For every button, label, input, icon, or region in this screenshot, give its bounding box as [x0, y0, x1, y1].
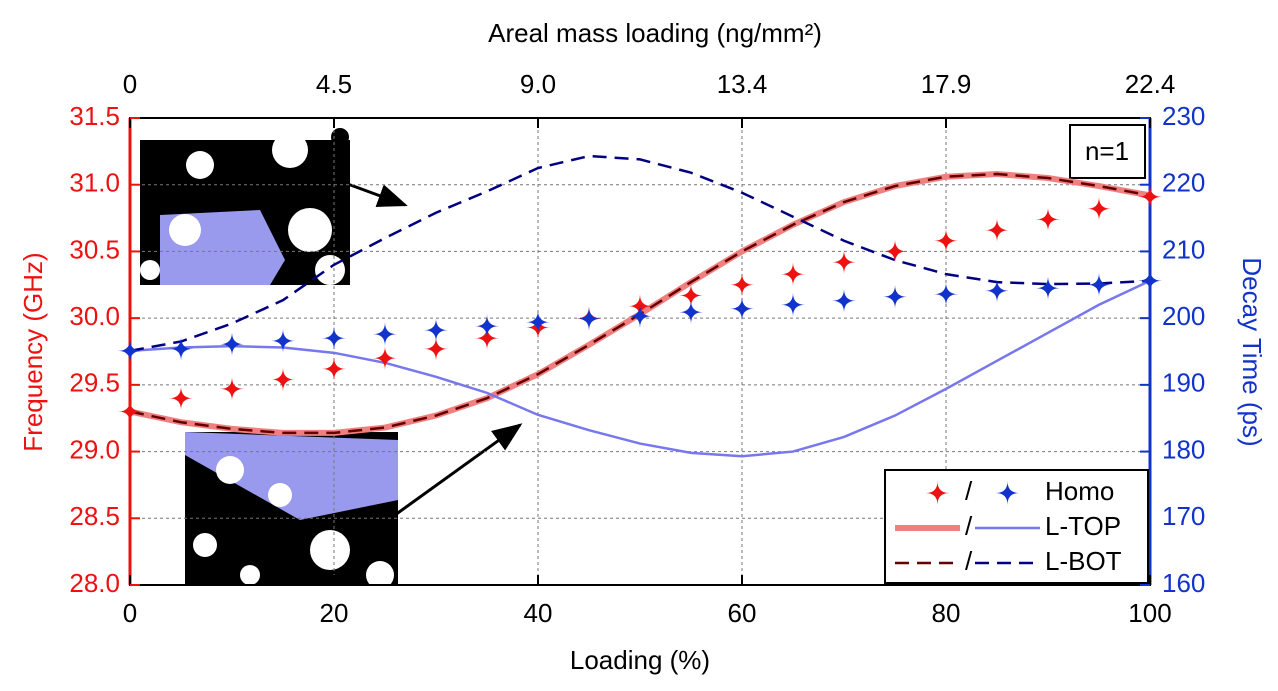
marker	[169, 336, 193, 361]
marker	[985, 218, 1009, 243]
annotation: n=1	[1085, 136, 1129, 166]
y-tick-label: 30.5	[69, 234, 120, 264]
arrow	[344, 181, 408, 207]
marker	[322, 326, 346, 351]
arrow	[394, 423, 523, 517]
marker	[1087, 196, 1111, 221]
y2-tick-label: 220	[1162, 168, 1205, 198]
series-line	[129, 279, 1151, 458]
marker	[781, 292, 805, 317]
marker	[577, 306, 601, 331]
marker	[832, 288, 856, 313]
marker	[985, 278, 1009, 303]
x-tick-label: 20	[320, 598, 349, 628]
marker	[169, 386, 193, 411]
legend-label: Homo	[1045, 476, 1114, 506]
marker	[322, 356, 346, 381]
x-axis-title: Loading (%)	[570, 645, 710, 675]
y2-tick-label: 160	[1162, 568, 1205, 598]
annotation-box	[1069, 124, 1146, 179]
y-tick-label: 30.0	[69, 301, 120, 331]
marker	[475, 314, 499, 339]
y2-tick-label: 230	[1162, 101, 1205, 131]
marker	[883, 284, 907, 309]
marker	[628, 304, 652, 329]
marker	[934, 282, 958, 307]
marker	[934, 228, 958, 253]
y2-tick-label: 180	[1162, 434, 1205, 464]
marker	[526, 310, 550, 335]
legend-label: /	[965, 546, 973, 576]
legend-label: L-BOT	[1045, 546, 1122, 576]
y2-tick-label: 200	[1162, 301, 1205, 331]
marker	[1036, 207, 1060, 232]
inset-top	[140, 128, 350, 285]
x-tick-label: 80	[932, 598, 961, 628]
marker	[271, 367, 295, 392]
y-tick-label: 28.5	[69, 501, 120, 531]
y2-tick-label: 190	[1162, 368, 1205, 398]
marker	[1087, 272, 1111, 297]
y-tick-label: 31.5	[69, 101, 120, 131]
marker	[679, 283, 703, 308]
top-tick-label: 13.4	[717, 69, 768, 99]
marker	[1036, 276, 1060, 301]
top-tick-label: 17.9	[921, 69, 972, 99]
marker	[883, 239, 907, 264]
y-tick-label: 28.0	[69, 568, 120, 598]
marker	[271, 328, 295, 353]
y2-tick-label: 210	[1162, 234, 1205, 264]
marker	[679, 300, 703, 325]
x-tick-label: 40	[524, 598, 553, 628]
marker	[424, 336, 448, 361]
marker	[118, 399, 142, 424]
top-tick-label: 9.0	[520, 69, 556, 99]
marker	[781, 262, 805, 287]
marker	[1138, 268, 1162, 293]
legend-label: L-TOP	[1045, 511, 1121, 541]
marker	[832, 250, 856, 275]
marker	[730, 296, 754, 321]
y2-tick-label: 170	[1162, 501, 1205, 531]
series-line	[129, 154, 1151, 353]
inset-bottom	[185, 432, 398, 589]
marker	[730, 272, 754, 297]
legend-label: /	[965, 476, 973, 506]
x-tick-label: 0	[123, 598, 137, 628]
marker	[373, 346, 397, 371]
y-tick-label: 29.5	[69, 368, 120, 398]
legend-symbol	[925, 481, 950, 505]
marker	[220, 332, 244, 357]
y2-axis-title: Decay Time (ps)	[1237, 257, 1267, 446]
legend-label: /	[965, 511, 973, 541]
top-tick-label: 22.4	[1125, 69, 1176, 99]
legend-symbol	[995, 481, 1020, 505]
marker	[424, 318, 448, 343]
x-tick-label: 100	[1128, 598, 1171, 628]
y-tick-label: 29.0	[69, 434, 120, 464]
y-axis-title: Frequency (GHz)	[18, 252, 48, 451]
x-tick-label: 60	[728, 598, 757, 628]
y-tick-label: 31.0	[69, 168, 120, 198]
marker	[1138, 184, 1162, 209]
top-axis-title: Areal mass loading (ng/mm²)	[488, 18, 822, 48]
top-tick-label: 4.5	[316, 69, 352, 99]
marker	[373, 322, 397, 347]
top-tick-label: 0	[123, 69, 137, 99]
marker	[475, 326, 499, 351]
marker	[118, 338, 142, 363]
marker	[220, 376, 244, 401]
